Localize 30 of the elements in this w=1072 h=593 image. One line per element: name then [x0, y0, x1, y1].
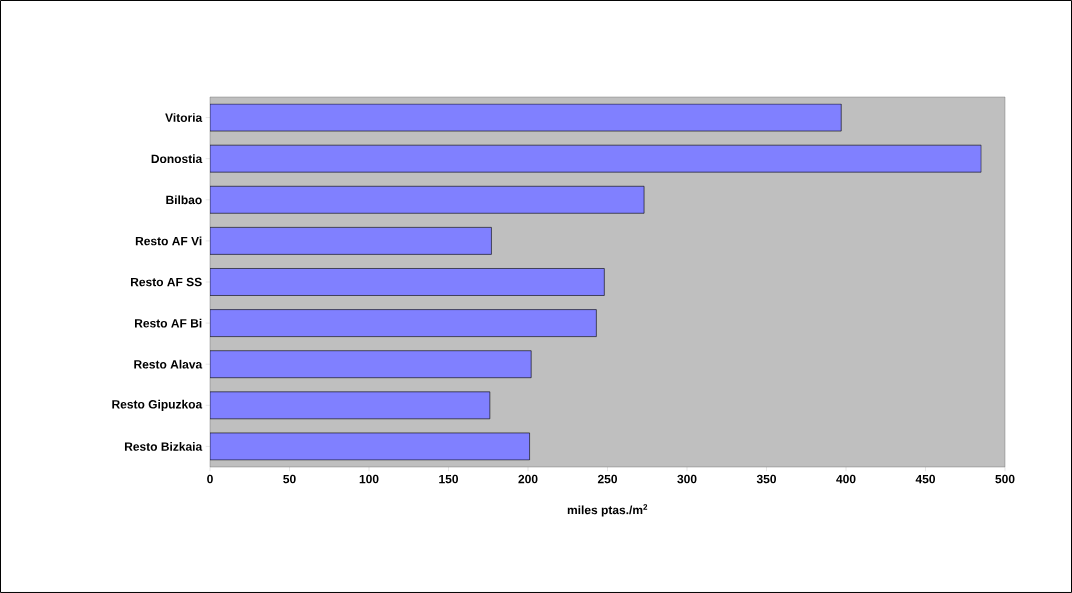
x-axis-title: miles ptas./m$^{2}$ [567, 504, 648, 517]
x-tick-label: 100 [359, 474, 379, 484]
bar [210, 268, 605, 296]
x-tick-label: 400 [836, 474, 856, 484]
bar [210, 227, 492, 255]
bar [210, 350, 532, 379]
x-tick-label: 500 [995, 474, 1015, 484]
x-tick-label: 350 [756, 474, 777, 484]
x-tick-label: 250 [597, 474, 618, 484]
x-tick-label: 50 [283, 474, 296, 484]
bar [210, 432, 530, 461]
y-tick-label: Resto AF SS [130, 277, 202, 287]
y-tick-label: Resto Alava [134, 359, 203, 369]
y-tick-label: Resto Bizkaia [124, 442, 203, 451]
x-tick-label: 300 [677, 474, 697, 484]
x-tick-label: 0 [207, 474, 213, 484]
y-tick-label: Vitoria [165, 113, 203, 122]
y-tick-label: Donostia [151, 154, 203, 164]
y-tick-label: Bilbao [166, 195, 202, 205]
bar [210, 309, 597, 337]
bar [210, 185, 645, 214]
y-tick-label: Resto AF Vi [135, 236, 202, 246]
x-tick-label: 150 [439, 474, 459, 484]
y-tick-label: Resto AF Bi [135, 318, 202, 328]
bar [210, 103, 842, 132]
x-tick-label: 200 [518, 474, 538, 484]
x-tick-label: 450 [915, 474, 936, 484]
bar [210, 391, 491, 420]
y-tick-label: Resto Gipuzkoa [112, 399, 203, 411]
bar [210, 144, 982, 173]
